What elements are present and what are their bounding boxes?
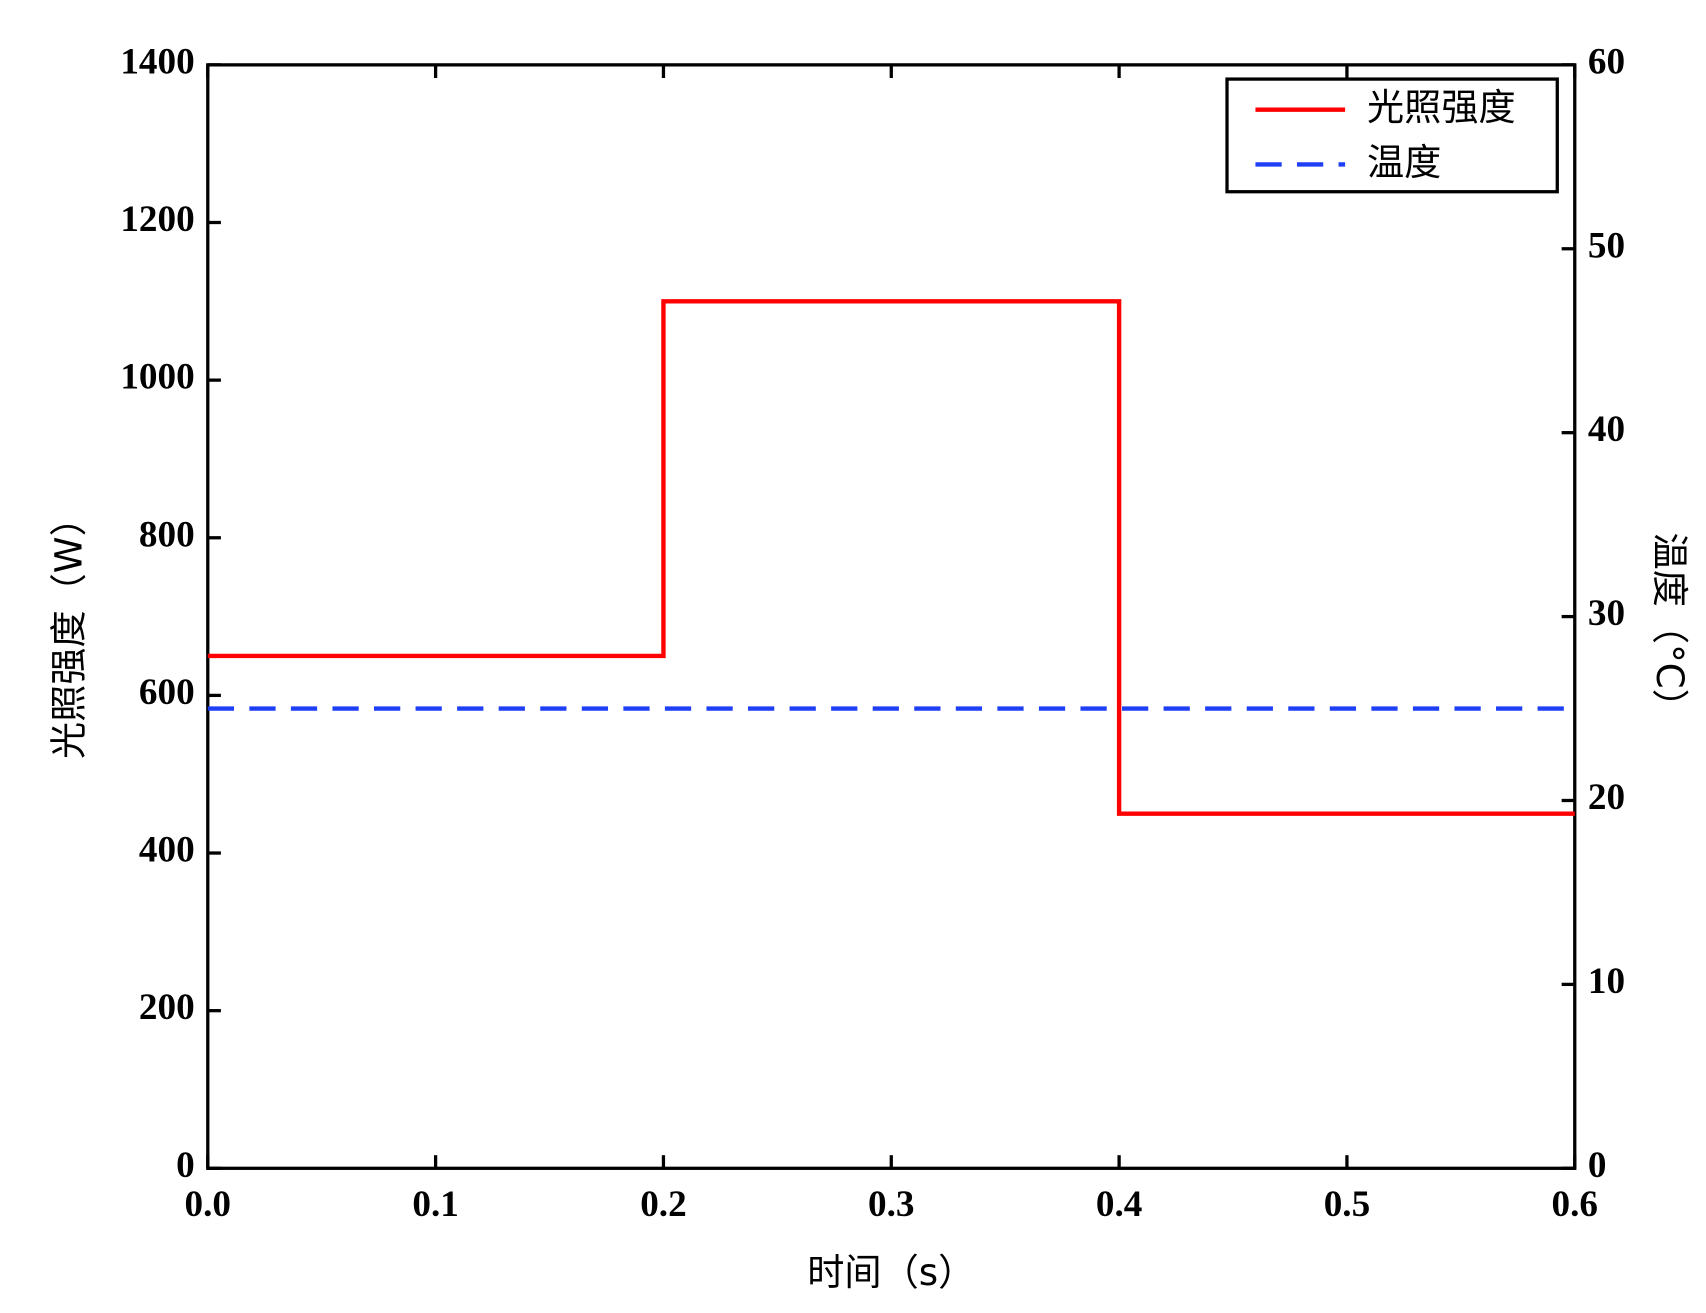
- y2-tick-label: 0: [1588, 1145, 1607, 1186]
- y2-tick-label: 10: [1588, 961, 1625, 1002]
- x-tick-label: 0.5: [1324, 1184, 1370, 1225]
- x-axis-label: 时间（s）: [807, 1250, 975, 1294]
- y-tick-label: 0: [176, 1145, 195, 1186]
- x-tick-label: 0.4: [1096, 1184, 1142, 1225]
- x-tick-label: 0.0: [185, 1184, 231, 1225]
- legend-box: [1225, 77, 1559, 194]
- y2-tick-label: 20: [1588, 777, 1625, 818]
- y2-tick-label: 40: [1588, 409, 1625, 450]
- y2-tick-label: 60: [1588, 41, 1625, 82]
- x-tick-label: 0.1: [412, 1184, 458, 1225]
- y-tick-label: 600: [139, 672, 195, 713]
- data-line: [207, 299, 1575, 816]
- y-axis-label: 光照强度（W）: [47, 499, 91, 759]
- plot-frame: [206, 63, 1577, 1170]
- y-tick-label: 800: [139, 514, 195, 555]
- y-tick-label: 1200: [120, 199, 194, 240]
- y2-tick-label: 30: [1588, 593, 1625, 634]
- y-tick-label: 1400: [120, 41, 194, 82]
- y-tick-label: 200: [139, 987, 195, 1028]
- x-tick-label: 0.3: [868, 1184, 914, 1225]
- y2-axis-label: 温度（°C）: [1648, 533, 1692, 726]
- x-tick-label: 0.6: [1552, 1184, 1598, 1225]
- y-tick-label: 400: [139, 830, 195, 871]
- y-tick-label: 1000: [120, 357, 194, 398]
- x-tick-label: 0.2: [640, 1184, 686, 1225]
- y2-tick-label: 50: [1588, 225, 1625, 266]
- legend-label: 温度: [1367, 140, 1441, 184]
- legend-label: 光照强度: [1367, 85, 1516, 129]
